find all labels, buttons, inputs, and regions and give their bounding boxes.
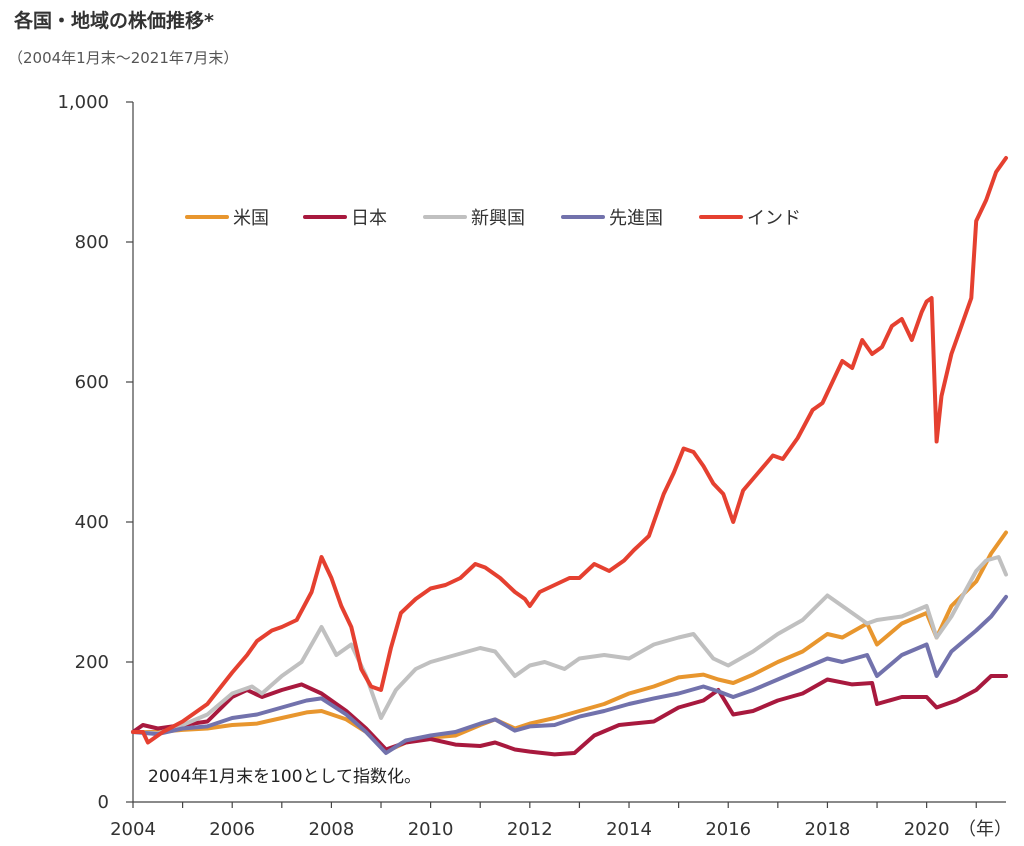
x-tick-label: 2020 xyxy=(904,819,950,840)
chart-subtitle: （2004年1月末～2021年7月末） xyxy=(8,49,239,67)
y-tick-label: 1,000 xyxy=(57,92,109,113)
y-tick-label: 200 xyxy=(75,652,109,673)
x-tick-label: 2018 xyxy=(805,819,851,840)
x-tick-label: 2010 xyxy=(408,819,454,840)
y-tick-label: 400 xyxy=(75,512,109,533)
x-tick-label: 2008 xyxy=(309,819,355,840)
x-axis-unit-label: （年） xyxy=(958,819,1012,840)
legend: 米国 日本 新興国 先進国 インド xyxy=(185,208,801,229)
series-line-3 xyxy=(131,594,1008,755)
series-layer xyxy=(131,156,1008,757)
legend-label-4: インド xyxy=(747,208,801,229)
legend-label-0: 米国 xyxy=(233,208,269,229)
y-tick-label: 0 xyxy=(98,792,109,813)
axes: 0 200 400 600 800 1,000 2004 2006 2008 2010 2012 20… xyxy=(57,92,1012,840)
x-tick-label: 2006 xyxy=(209,819,255,840)
chart-annotation: 2004年1月末を100として指数化。 xyxy=(148,767,421,787)
series-line-4 xyxy=(131,156,1008,745)
series-line-2 xyxy=(131,555,1008,736)
legend-label-1: 日本 xyxy=(351,208,387,229)
legend-label-2: 新興国 xyxy=(471,208,525,229)
chart-title: 各国・地域の株価推移* xyxy=(14,10,214,32)
x-tick-label: 2012 xyxy=(507,819,553,840)
y-tick-label: 800 xyxy=(75,232,109,253)
y-tick-label: 600 xyxy=(75,372,109,393)
x-tick-label: 2014 xyxy=(606,819,652,840)
x-tick-label: 2004 xyxy=(110,819,156,840)
legend-label-3: 先進国 xyxy=(609,208,663,229)
x-tick-label: 2016 xyxy=(705,819,751,840)
series-line-0 xyxy=(131,530,1008,754)
series-line-1 xyxy=(131,674,1008,757)
